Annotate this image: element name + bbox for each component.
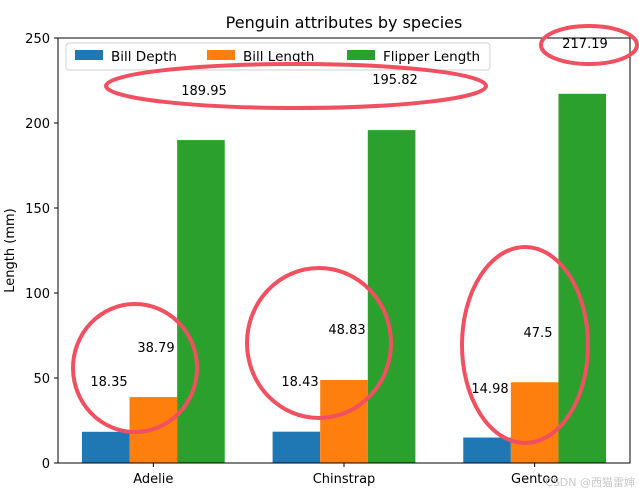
- bar-bill-depth-chinstrap: [272, 431, 321, 463]
- x-tick-label-gentoo: Gentoo: [511, 472, 558, 487]
- data-label-flipper-length-adelie: 189.95: [181, 84, 227, 99]
- highlight-ellipse: [460, 245, 590, 445]
- legend: Bill Depth Bill Length Flipper Length: [65, 42, 491, 71]
- y-tick-label: 250: [25, 32, 50, 47]
- y-axis-label: Length (mm): [3, 208, 18, 292]
- legend-label-bill-length: Bill Length: [243, 49, 314, 65]
- y-tick-label: 50: [33, 372, 50, 387]
- x-tick-label-chinstrap: Chinstrap: [313, 472, 376, 487]
- highlight-ellipse: [539, 24, 639, 66]
- data-label-bill-length-gentoo: 47.5: [524, 326, 553, 341]
- bar-bill-length-chinstrap: [320, 379, 368, 463]
- bar-bill-length-gentoo: [510, 382, 559, 463]
- bar-flipper-length-adelie: [177, 140, 225, 463]
- data-label-bill-depth-gentoo: 14.98: [471, 382, 508, 397]
- plot-area: 18.35 18.43 14.98 38.79 48.83 47.5 189.95 195.8…: [25, 24, 639, 487]
- bar-flipper-length-gentoo: [558, 93, 607, 463]
- bar-bill-depth-gentoo: [463, 437, 511, 463]
- data-label-bill-depth-chinstrap: 18.43: [281, 375, 318, 390]
- bar-bill-depth-adelie: [81, 431, 130, 463]
- x-tick-label-adelie: Adelie: [133, 472, 173, 487]
- data-label-bill-length-adelie: 38.79: [137, 341, 174, 356]
- legend-swatch-bill-depth: [75, 50, 103, 60]
- chart-title: Penguin attributes by species: [226, 13, 463, 32]
- legend-swatch-flipper-length: [347, 50, 375, 60]
- highlight-ellipse: [104, 62, 488, 110]
- y-tick-label: 0: [42, 457, 50, 472]
- legend-label-flipper-length: Flipper Length: [383, 49, 480, 65]
- y-tick-label: 150: [25, 202, 50, 217]
- y-tick-label: 100: [25, 287, 50, 302]
- highlight-ellipse: [71, 302, 199, 434]
- y-tick-label: 200: [25, 117, 50, 132]
- data-label-flipper-length-chinstrap: 195.82: [372, 73, 418, 88]
- data-label-bill-depth-adelie: 18.35: [90, 375, 127, 390]
- legend-swatch-bill-length: [207, 50, 235, 60]
- watermark: CSDN @西猫雷婶: [545, 476, 635, 489]
- legend-box: [65, 42, 491, 71]
- data-label-flipper-length-gentoo: 217.19: [562, 37, 608, 52]
- data-label-bill-length-chinstrap: 48.83: [328, 323, 365, 338]
- highlight-ellipse: [245, 266, 393, 420]
- legend-label-bill-depth: Bill Depth: [111, 49, 177, 65]
